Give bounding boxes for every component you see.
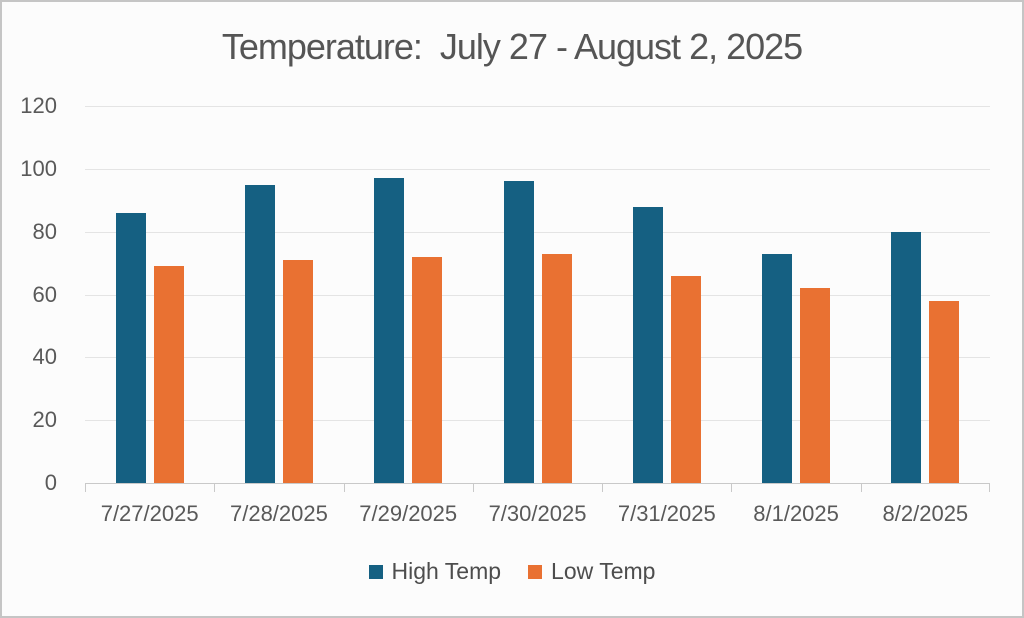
legend-label-low-temp: Low Temp xyxy=(551,558,656,584)
legend-swatch-low-temp xyxy=(528,564,543,579)
y-tick-label-80: 80 xyxy=(32,218,57,244)
chart-title: Temperature: July 27 - August 2, 2025 xyxy=(221,26,803,67)
x-axis-tick-mark xyxy=(860,483,862,492)
bar-low-temp-8-2-2025 xyxy=(929,300,960,483)
bar-high-temp-8-1-2025 xyxy=(762,253,793,483)
gridline-40 xyxy=(85,357,990,359)
gridline-20 xyxy=(85,420,990,422)
y-tick-label-60: 60 xyxy=(32,281,57,307)
x-tick-label-7-31-2025: 7/31/2025 xyxy=(617,501,716,526)
x-tick-label-8-2-2025: 8/2/2025 xyxy=(882,501,969,526)
legend: High Temp Low Temp xyxy=(2,558,1022,585)
legend-label-high-temp: High Temp xyxy=(391,558,502,584)
bar-high-temp-7-29-2025 xyxy=(374,178,405,483)
gridline-100 xyxy=(85,168,990,170)
x-tick-label-7-30-2025: 7/30/2025 xyxy=(488,501,587,526)
bar-low-temp-7-30-2025 xyxy=(541,253,572,483)
gridline-120 xyxy=(85,106,990,107)
plot-area: 0 20 40 60 80 100 120 xyxy=(20,95,990,494)
y-tick-label-120: 120 xyxy=(20,93,57,118)
bar-low-temp-8-1-2025 xyxy=(800,288,831,483)
bar-low-temp-7-27-2025 xyxy=(153,266,184,483)
x-tick-label-7-28-2025: 7/28/2025 xyxy=(229,501,328,526)
bar-high-temp-7-31-2025 xyxy=(632,206,663,483)
x-axis-tick-mark xyxy=(731,483,733,492)
bar-high-temp-7-27-2025 xyxy=(115,212,146,483)
x-tick-label-7-29-2025: 7/29/2025 xyxy=(359,501,458,526)
x-axis-tick-mark xyxy=(214,483,216,492)
bar-low-temp-7-31-2025 xyxy=(670,275,701,483)
y-tick-label-100: 100 xyxy=(20,155,57,181)
legend-item-low-temp: Low Temp xyxy=(528,558,655,585)
gridline-60 xyxy=(85,294,990,296)
x-tick-label-7-27-2025: 7/27/2025 xyxy=(100,501,199,526)
bar-low-temp-7-28-2025 xyxy=(282,259,313,483)
x-axis-tick-mark xyxy=(472,483,474,492)
y-tick-label-20: 20 xyxy=(32,407,57,433)
x-axis: 7/27/2025 7/28/2025 7/29/2025 7/30/2025 7/31… xyxy=(85,501,990,533)
x-axis-line xyxy=(85,483,990,484)
bar-high-temp-8-2-2025 xyxy=(891,231,922,483)
bar-high-temp-7-28-2025 xyxy=(244,184,275,483)
x-axis-tick-mark xyxy=(343,483,345,492)
gridline-80 xyxy=(85,231,990,233)
legend-item-high-temp: High Temp xyxy=(368,558,502,585)
x-axis-tick-mark xyxy=(85,483,86,492)
bar-low-temp-7-29-2025 xyxy=(412,256,443,483)
x-axis-tick-mark xyxy=(989,483,990,492)
y-tick-label-0: 0 xyxy=(44,470,57,495)
y-tick-label-40: 40 xyxy=(32,344,57,370)
x-axis-tick-mark xyxy=(602,483,604,492)
legend-swatch-high-temp xyxy=(368,564,383,579)
bar-high-temp-7-30-2025 xyxy=(503,181,534,483)
x-tick-label-8-1-2025: 8/1/2025 xyxy=(753,501,839,526)
